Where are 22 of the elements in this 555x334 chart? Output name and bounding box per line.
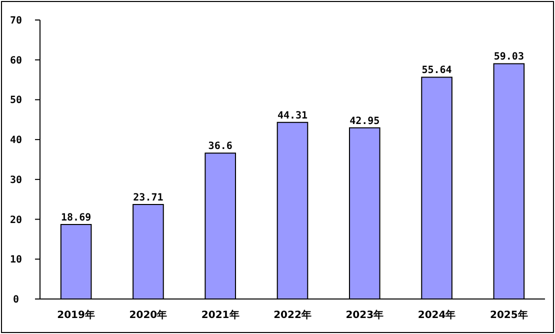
- y-tick-label: 30: [10, 174, 22, 186]
- x-tick-label: 2023年: [346, 309, 384, 321]
- x-tick-label: 2024年: [418, 309, 456, 321]
- x-tick-label: 2019年: [57, 309, 95, 321]
- x-tick-label: 2025年: [490, 309, 528, 321]
- y-tick-label: 40: [10, 135, 22, 146]
- y-tick-label: 60: [10, 55, 22, 66]
- data-label: 59.03: [494, 52, 524, 63]
- x-tick-label: 2021年: [201, 309, 240, 321]
- data-label: 55.64: [422, 65, 452, 76]
- y-tick-label: 20: [10, 214, 22, 226]
- x-tick-label: 2020年: [129, 309, 168, 321]
- data-label: 44.31: [277, 110, 308, 122]
- data-label: 42.95: [350, 116, 380, 127]
- data-label: 36.6: [208, 141, 232, 152]
- data-label: 23.71: [133, 192, 164, 204]
- x-tick-label: 2022年: [274, 309, 312, 321]
- y-tick-label: 50: [10, 95, 22, 106]
- y-tick-label: 0: [12, 294, 20, 306]
- y-tick-label: 10: [10, 254, 22, 266]
- y-tick-label: 70: [10, 16, 22, 26]
- data-label: 18.69: [61, 212, 92, 224]
